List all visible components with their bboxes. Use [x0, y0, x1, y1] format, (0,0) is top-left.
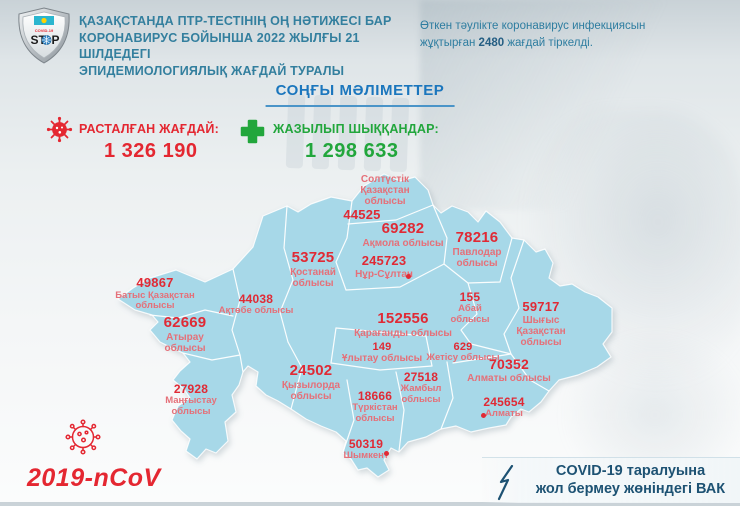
region-pavlodar: 78216 Павлодар облысы [452, 229, 502, 269]
logo-covid-text: COVID-19 [35, 28, 54, 33]
footer-banner [482, 457, 740, 503]
nur-sultan-city-dot [406, 274, 411, 279]
region-number: 27928 [173, 382, 209, 396]
region-number: 62669 [163, 314, 207, 331]
region-zhambyl: 27518 Жамбыл облысы [400, 370, 442, 406]
logo-stop-text: ST [31, 33, 47, 47]
region-name: Солтүстік Қазақстан облысы [360, 174, 410, 208]
ncov-virus-icon [64, 418, 102, 461]
lightning-icon [497, 464, 515, 506]
region-name: Нұр-Сұлтан [355, 268, 413, 280]
region-number: 69282 [381, 220, 425, 237]
section-title: СОҢҒЫ МӘЛІМЕТТЕР [265, 82, 455, 107]
region-name: Жамбыл облысы [400, 383, 442, 406]
region-number: 78216 [455, 229, 499, 246]
region-number: 245723 [361, 253, 407, 268]
region-mangystau: 27928 Маңғыстау облысы [165, 382, 217, 418]
region-abai: 155 Абай облысы [450, 290, 490, 326]
region-name: Шығыс Қазақстан облысы [516, 314, 566, 348]
title-line-2: КОРОНАВИРУС БОЙЫНША 2022 ЖЫЛҒЫ 21 ШІЛДЕД… [79, 30, 360, 62]
region-number: 44038 [238, 292, 274, 306]
ncov-label: 2019-nCoV [27, 464, 161, 492]
daily-cases-count: 2480 [478, 36, 505, 49]
region-number: 59717 [522, 299, 560, 314]
region-number: 629 [453, 341, 473, 353]
region-nur-sultan: 245723 Нұр-Сұлтан [355, 253, 413, 280]
region-number: 49867 [136, 275, 174, 290]
region-turkistan: 18666 Түркістан облысы [352, 389, 398, 425]
region-almaty-city: 245654 Алматы [483, 395, 525, 420]
region-name: Алматы облысы [467, 372, 551, 384]
region-number: 149 [372, 341, 392, 353]
region-number: 27518 [403, 370, 439, 384]
region-number: 245654 [483, 395, 525, 409]
region-batys-qazaqstan: 49867 Батыс Қазақстан облысы [115, 275, 195, 312]
region-number: 53725 [291, 249, 335, 266]
region-aqtobe: 44038 Ақтөбе облысы [218, 292, 294, 317]
region-number: 70352 [489, 356, 529, 372]
shymkent-city-dot [384, 451, 389, 456]
recovered-label: ЖАЗЫЛЫП ШЫҚҚАНДАР: [273, 122, 439, 136]
region-number: 44525 [343, 206, 381, 222]
svg-text:P: P [52, 33, 60, 47]
region-qostanai: 53725 Қостанай облысы [290, 249, 336, 289]
banner-line-1: COVID-19 таралуына [555, 463, 706, 479]
region-name: Ұлытау облысы [341, 353, 423, 365]
region-qyzylorda: 24502 Қызылорда облысы [281, 362, 341, 402]
region-borders [149, 200, 550, 453]
recovered-value: 1 298 633 [305, 140, 399, 162]
region-name: Қарағанды облысы [354, 327, 452, 339]
plus-icon [239, 118, 266, 150]
region-name: Маңғыстау облысы [165, 395, 217, 418]
title-line-3: ЭПИДЕМИОЛОГИЯЛЫҚ ЖАҒДАЙ ТУРАЛЫ [79, 63, 345, 78]
banner-text: COVID-19 таралуына жол бермеу жөніндегі … [523, 463, 738, 498]
region-name: Жетісу облысы [426, 352, 500, 364]
region-name: Ақтөбе облысы [218, 305, 294, 317]
virus-icon [46, 116, 73, 148]
region-number: 24502 [289, 362, 333, 379]
almaty-city-dot [481, 413, 486, 418]
confirmed-value: 1 326 190 [104, 140, 198, 162]
region-ulytau: 149 Ұлытау облысы [342, 341, 422, 365]
region-number: 152556 [377, 310, 429, 327]
region-name: Алматы [485, 408, 523, 420]
region-number: 18666 [357, 389, 393, 403]
region-aqmola: 69282 Ақмола облысы [362, 220, 444, 249]
region-shymkent: 50319 Шымкент [343, 437, 389, 462]
region-zhetisu: 629 Жетісу облысы [426, 341, 499, 364]
region-name: Павлодар облысы [452, 246, 502, 269]
title-line-1: ҚАЗАҚСТАНДА ПТР-ТЕСТІНІҢ ОҢ НӘТИЖЕСІ БАР [79, 14, 392, 28]
region-name: Қызылорда облысы [281, 379, 341, 402]
banner-line-2: жол бермеу жөніндегі ВАК [535, 480, 726, 497]
region-shygys-qazaqstan: 59717 Шығыс Қазақстан облысы [516, 299, 566, 348]
region-name: Ақмола облысы [362, 237, 444, 249]
region-name: Абай облысы [450, 303, 490, 326]
region-name: Қостанай облысы [290, 266, 336, 289]
kazakhstan-outline [117, 173, 613, 478]
region-number: 50319 [348, 437, 384, 451]
region-name: Түркістан облысы [352, 402, 398, 425]
page-title: ҚАЗАҚСТАНДА ПТР-ТЕСТІНІҢ ОҢ НӘТИЖЕСІ БАР… [79, 13, 409, 79]
region-almaty-oblysy: 70352 Алматы облысы [467, 356, 551, 384]
region-name: Атырау облысы [164, 331, 206, 354]
region-atyrau: 62669 Атырау облысы [163, 314, 207, 354]
region-qaragandy: 152556 Қарағанды облысы [354, 310, 452, 339]
region-name: Батыс Қазақстан облысы [115, 289, 195, 312]
region-soltustik-qazaqstan: Солтүстік Қазақстан облысы 44525 [343, 174, 426, 222]
stop-covid-shield-logo: COVID-19 ST P [13, 6, 75, 71]
region-number: 155 [459, 290, 481, 304]
daily-cases-note: Өткен тәулікте коронавирус инфекциясын ж… [420, 20, 646, 49]
confirmed-label: РАСТАЛҒАН ЖАҒДАЙ: [79, 122, 219, 136]
region-name: Шымкент [343, 450, 389, 462]
